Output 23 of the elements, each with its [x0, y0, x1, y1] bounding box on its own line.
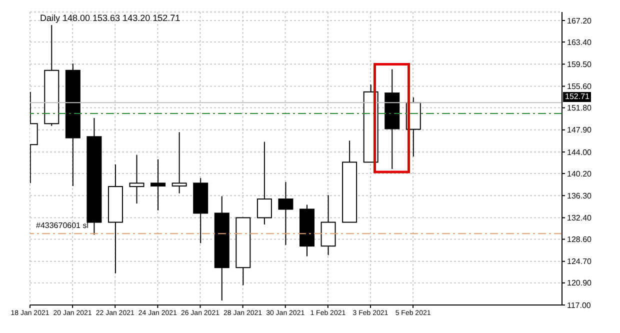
y-tick-label: 144.00 [567, 148, 592, 157]
y-tick-label: 117.00 [567, 300, 592, 310]
y-tick-label: 151.80 [567, 104, 592, 113]
y-tick-label: 120.90 [567, 278, 592, 288]
candlestick [150, 158, 166, 211]
y-tick-label: 136.30 [567, 191, 592, 200]
y-tick-label: 147.90 [567, 126, 592, 135]
y-tick-label: 167.20 [567, 16, 592, 26]
y-tick-label: 140.20 [567, 169, 592, 178]
y-tick-label: 155.60 [567, 82, 592, 92]
y-tick-label: 163.40 [567, 38, 592, 47]
y-tick-label: 159.50 [567, 60, 592, 69]
ref-line-label: 152.71 [563, 92, 592, 102]
candlestick [172, 132, 187, 194]
candlestick [278, 182, 294, 246]
candlestick [256, 141, 272, 226]
y-tick-label: 132.40 [567, 214, 592, 223]
candlestick [129, 154, 144, 204]
ref-line-label: #433670601 sl [36, 220, 88, 230]
chart-title: Daily 148.00 153.63 143.20 152.71 [40, 13, 180, 23]
candlestick [320, 194, 336, 256]
y-tick-label: 128.60 [567, 235, 592, 244]
y-tick-label: 124.70 [567, 257, 592, 266]
